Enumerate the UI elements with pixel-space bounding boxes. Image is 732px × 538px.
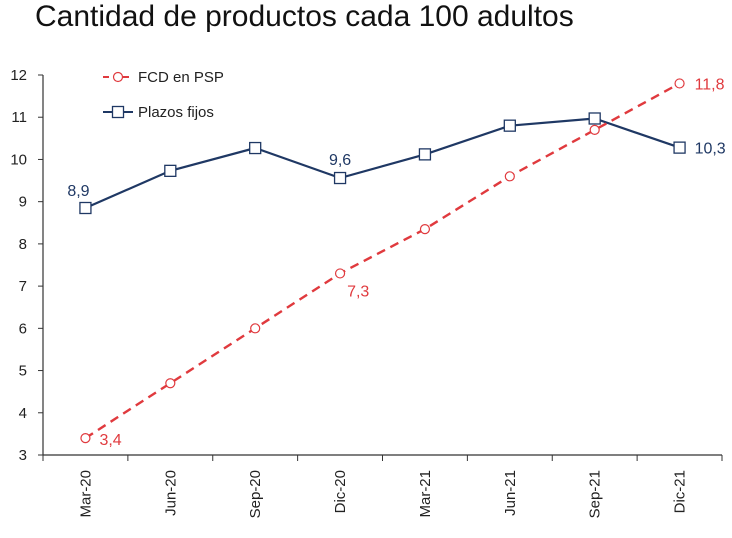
y-tick-label: 4 (19, 405, 27, 422)
data-point-plazos-fijos (79, 201, 92, 215)
x-tick-label: Mar-21 (417, 470, 434, 518)
y-tick-label: 10 (10, 151, 27, 168)
chart-title: Cantidad de productos cada 100 adultos (35, 0, 574, 33)
data-point-plazos-fijos (588, 112, 601, 125)
y-tick-label: 3 (19, 447, 27, 464)
data-point-plazos-fijos (503, 119, 516, 132)
x-tick-label: Dic-21 (672, 470, 689, 513)
y-tick-label: 8 (19, 236, 27, 253)
series-line-plazos-fijos (84, 117, 680, 210)
axes: 3 4 5 6 7 8 9 10 11 12 Mar-20 Jun-20 Sep-20 Dic-20 Mar… (10, 67, 723, 518)
x-tick-label: Mar-20 (77, 470, 94, 518)
legend: FCD en PSP Plazos fijos (103, 69, 224, 121)
data-point-fcd-psp (504, 171, 515, 182)
data-point-plazos-fijos (249, 141, 262, 155)
data-label-plazos-fijos: 8,9 (67, 183, 89, 200)
legend-label: Plazos fijos (138, 104, 214, 121)
data-point-fcd-psp (80, 433, 91, 444)
data-point-plazos-fijos (164, 164, 177, 177)
data-point-plazos-fijos (333, 171, 347, 185)
x-tick-label: Dic-20 (332, 470, 349, 513)
data-label-fcd-psp: 3,4 (99, 432, 121, 449)
data-point-fcd-psp (334, 268, 346, 279)
data-label-plazos-fijos: 10,3 (695, 141, 726, 158)
data-point-fcd-psp (250, 323, 261, 334)
data-label-fcd-psp: 11,8 (695, 76, 725, 93)
y-tick-label: 11 (11, 109, 27, 126)
legend-marker-circle (112, 71, 124, 83)
legend-label: FCD en PSP (138, 69, 224, 86)
series-line-fcd-psp (84, 82, 681, 440)
data-point-fcd-psp (589, 124, 600, 135)
y-tick-label: 7 (19, 278, 27, 295)
series-layer: 3,4 7,3 11,8 8,9 9,6 10,3 (67, 76, 725, 449)
y-tick-label: 12 (10, 67, 27, 84)
data-point-fcd-psp (165, 378, 176, 389)
x-tick-label: Sep-21 (587, 470, 604, 518)
data-point-plazos-fijos (673, 141, 686, 154)
y-tick-label: 6 (19, 320, 27, 337)
x-tick-label: Sep-20 (247, 470, 264, 518)
x-tick-label: Jun-20 (162, 470, 179, 516)
data-label-plazos-fijos: 9,6 (329, 152, 351, 169)
legend-marker-square (111, 105, 125, 119)
data-point-plazos-fijos (418, 148, 432, 161)
x-tick-label: Jun-21 (502, 470, 519, 516)
data-point-fcd-psp (419, 224, 431, 235)
y-tick-label: 5 (19, 363, 27, 380)
data-label-fcd-psp: 7,3 (347, 283, 369, 300)
y-tick-label: 9 (19, 194, 27, 211)
data-point-fcd-psp (674, 78, 685, 89)
